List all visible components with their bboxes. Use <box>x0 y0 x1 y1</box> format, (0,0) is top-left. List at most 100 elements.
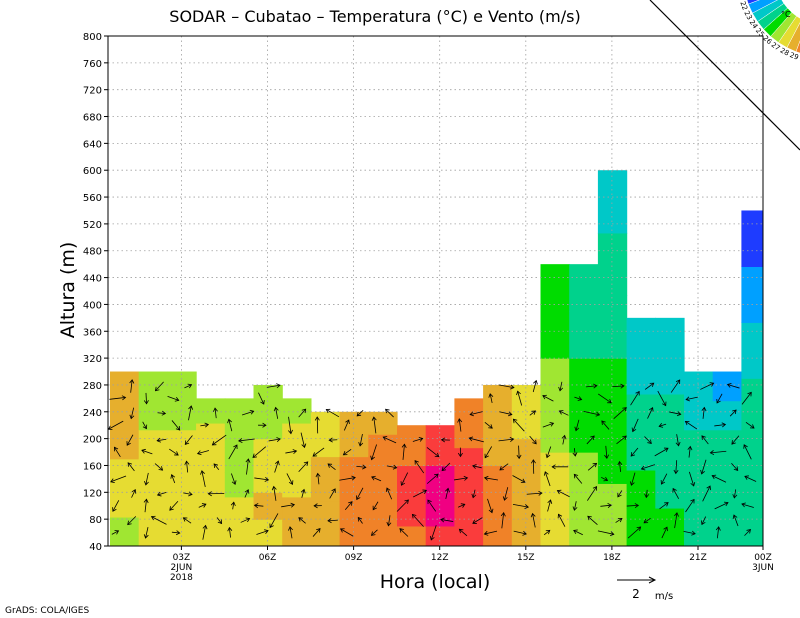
wind-vector <box>274 460 279 473</box>
wind-vector-head <box>429 535 435 541</box>
wind-vector-head <box>664 502 669 507</box>
wind-vector <box>357 517 363 524</box>
wind-vector <box>670 379 681 393</box>
wind-vector-head <box>231 480 237 485</box>
temperature-cell <box>454 472 484 498</box>
wind-vector-head <box>635 390 640 396</box>
wind-vector-head <box>640 465 646 471</box>
wind-vector <box>543 530 551 536</box>
wind-vector <box>627 526 641 539</box>
wind-vector <box>402 444 405 460</box>
wind-vector <box>731 462 739 471</box>
wind-vector <box>201 470 206 488</box>
wind-vector-head <box>129 414 135 420</box>
plot-frame <box>107 35 764 547</box>
temperature-cell <box>540 358 570 406</box>
temperature-cell <box>540 311 570 359</box>
temperature-cell <box>425 445 455 467</box>
y-tick-label: 600 <box>83 166 102 177</box>
x-tick-label: 15Z <box>517 553 535 563</box>
wind-vector-head <box>647 439 652 445</box>
wind-vector-head <box>463 475 469 481</box>
y-tick-label: 120 <box>83 488 102 499</box>
wind-vector-head <box>558 386 564 392</box>
wind-vector <box>484 530 498 535</box>
temperature-cell <box>540 499 570 546</box>
wind-vector-head <box>184 440 190 446</box>
wind-vector <box>574 396 582 401</box>
temperature-cell <box>138 400 168 431</box>
wind-vector-head <box>590 435 595 441</box>
wind-vector-head <box>746 528 751 534</box>
colorbar-level-label: 28 <box>779 46 791 57</box>
temperature-cell <box>569 358 599 406</box>
y-tick-label: 560 <box>83 193 102 204</box>
wind-vector <box>484 421 493 429</box>
wind-vector <box>301 489 305 498</box>
temperature-cell <box>626 507 656 546</box>
wind-vector-head <box>348 501 353 506</box>
temperature-cell <box>397 505 427 527</box>
wind-vector-head <box>522 530 527 536</box>
grads-footer: GrADS: COLA/IGES <box>5 606 89 616</box>
wind-vector-head <box>520 478 526 483</box>
temperature-cell <box>224 521 255 546</box>
wind-vector-head <box>357 516 363 522</box>
wind-vector-head <box>662 401 667 407</box>
wind-vector <box>498 384 514 389</box>
temperature-cell <box>167 371 197 402</box>
wind-scale-unit: m/s <box>655 591 673 602</box>
wind-vector <box>269 513 279 528</box>
colorbar-level-label: 27 <box>770 41 782 53</box>
wind-vector <box>168 448 179 456</box>
wind-vector-head <box>531 410 537 415</box>
wind-vector <box>585 385 597 388</box>
wind-vector-head <box>300 488 306 494</box>
wind-vector-head <box>121 395 127 401</box>
temperature-cell <box>397 445 427 467</box>
temperature-cell <box>511 519 542 546</box>
wind-vector <box>744 475 757 482</box>
x-tick-label: 21Z <box>689 553 707 563</box>
temperature-cell <box>483 411 513 440</box>
wind-vector-head <box>188 405 194 410</box>
wind-vector-head <box>675 379 681 385</box>
wind-vector <box>683 530 696 535</box>
wind-vector-head <box>385 487 391 493</box>
wind-vector-head <box>524 504 530 509</box>
wind-vector <box>183 517 192 524</box>
wind-vector <box>386 487 393 500</box>
temperature-cell <box>684 487 714 518</box>
wind-vector-head <box>264 476 270 482</box>
temperature-cell <box>397 465 427 487</box>
wind-vector-head <box>663 447 669 452</box>
wind-vector <box>184 435 193 445</box>
wind-vector-head <box>457 452 463 458</box>
wind-vector-head <box>351 475 356 481</box>
wind-vector <box>630 447 639 457</box>
wind-vector <box>517 391 523 406</box>
temperature-cell <box>454 447 484 473</box>
wind-vector-head <box>732 409 737 415</box>
wind-vector <box>472 465 482 469</box>
y-axis-label: Altura (m) <box>57 242 79 339</box>
wind-vector-head <box>212 407 218 412</box>
x-tick-label: 03Z <box>173 553 191 563</box>
wind-vector-head <box>169 506 174 511</box>
wind-vector-head <box>143 400 149 405</box>
wind-vector-head <box>572 452 578 457</box>
wind-vector <box>171 531 180 534</box>
wind-vector <box>675 460 678 474</box>
temperature-cell <box>224 398 255 424</box>
wind-scale-value: 2 <box>632 587 640 601</box>
wind-vector-head <box>313 503 318 509</box>
wind-vector <box>659 423 667 427</box>
temperature-cell <box>655 355 685 395</box>
temperature-cell <box>684 429 714 460</box>
wind-vector <box>716 526 720 539</box>
y-tick-label: 480 <box>83 247 102 258</box>
wind-vector-head <box>617 460 623 466</box>
wind-vector-head <box>574 426 580 432</box>
wind-vector <box>504 487 509 501</box>
temperature-cell <box>310 456 341 480</box>
